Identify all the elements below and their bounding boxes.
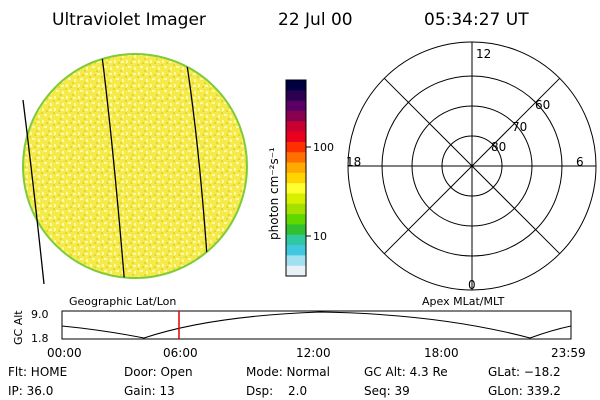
header-time: 05:34:27 UT <box>424 10 529 30</box>
altitude-strip: GC Alt 9.0 1.8 00:00 06:00 12:00 18:00 2… <box>12 308 586 360</box>
color-bar-tick-label: 10 <box>313 230 327 243</box>
color-bar-band <box>286 100 306 112</box>
color-bar-band <box>286 265 306 277</box>
altitude-ytick-min: 1.8 <box>31 332 49 345</box>
time-tick-2359: 23:59 <box>551 346 586 360</box>
color-bar-band <box>286 152 306 164</box>
lat-label-70: 70 <box>512 120 527 134</box>
polar-diagonal <box>383 77 561 255</box>
meridian-line <box>99 54 127 278</box>
color-bar-band <box>286 80 306 91</box>
mlt-label-6: 6 <box>576 155 584 169</box>
info-glat: GLat: −18.2 <box>488 365 561 379</box>
color-bar-band <box>286 183 306 195</box>
lat-label-80: 80 <box>491 140 506 154</box>
lat-label-60: 60 <box>535 98 550 112</box>
meridian-line <box>22 99 45 285</box>
color-bar-band <box>286 255 306 267</box>
info-gain: Gain: 13 <box>124 384 175 398</box>
info-ip: IP: 36.0 <box>8 384 53 398</box>
geographic-image <box>22 53 248 285</box>
color-bar-band <box>286 141 306 153</box>
color-bar-tick-label: 100 <box>313 141 334 154</box>
info-dsp-label: Dsp: <box>246 384 273 398</box>
info-mode: Mode: Normal <box>246 365 330 379</box>
color-bar-band <box>286 193 306 205</box>
earth-disk-rim <box>22 53 248 279</box>
mlt-label-12: 12 <box>476 47 491 61</box>
info-panel: Flt: HOME Door: Open Mode: Normal GC Alt… <box>8 365 561 398</box>
color-bar: 100 10 photon cm⁻²s⁻¹ <box>267 79 334 277</box>
altitude-ytick-max: 9.0 <box>31 308 49 321</box>
altitude-curve <box>61 311 572 339</box>
info-gc-alt: GC Alt: 4.3 Re <box>364 365 448 379</box>
header-date: 22 Jul 00 <box>278 10 353 30</box>
earth-disk <box>23 54 247 278</box>
color-bar-band <box>286 172 306 184</box>
time-tick-0000: 00:00 <box>47 346 82 360</box>
color-bar-band <box>286 131 306 143</box>
color-bar-band <box>286 110 306 122</box>
info-flight: Flt: HOME <box>8 365 67 379</box>
mlt-label-18: 18 <box>346 155 361 169</box>
color-bar-band <box>286 90 306 102</box>
color-bar-band <box>286 203 306 215</box>
color-bar-unit: photon cm⁻²s⁻¹ <box>267 147 281 240</box>
color-bar-band <box>286 224 306 236</box>
info-dsp-value: 2.0 <box>288 384 307 398</box>
info-glon: GLon: 339.2 <box>488 384 561 398</box>
color-bar-band <box>286 214 306 226</box>
color-bar-band <box>286 234 306 246</box>
time-tick-1800: 18:00 <box>424 346 459 360</box>
mlt-label-0: 0 <box>468 278 476 292</box>
right-image-label: Apex MLat/MLT <box>422 295 505 308</box>
color-bar-bands <box>286 80 306 277</box>
left-image-label: Geographic Lat/Lon <box>69 295 176 308</box>
time-tick-0600: 06:00 <box>163 346 198 360</box>
info-seq: Seq: 39 <box>364 384 410 398</box>
color-bar-band <box>286 162 306 174</box>
polar-plot <box>347 41 597 291</box>
color-bar-band <box>286 121 306 133</box>
color-bar-frame <box>285 79 307 277</box>
altitude-strip-frame <box>61 310 572 340</box>
color-bar-band <box>286 245 306 256</box>
altitude-ylabel: GC Alt <box>12 310 25 345</box>
app-title: Ultraviolet Imager <box>52 10 206 30</box>
time-tick-1200: 12:00 <box>296 346 331 360</box>
info-door: Door: Open <box>124 365 193 379</box>
